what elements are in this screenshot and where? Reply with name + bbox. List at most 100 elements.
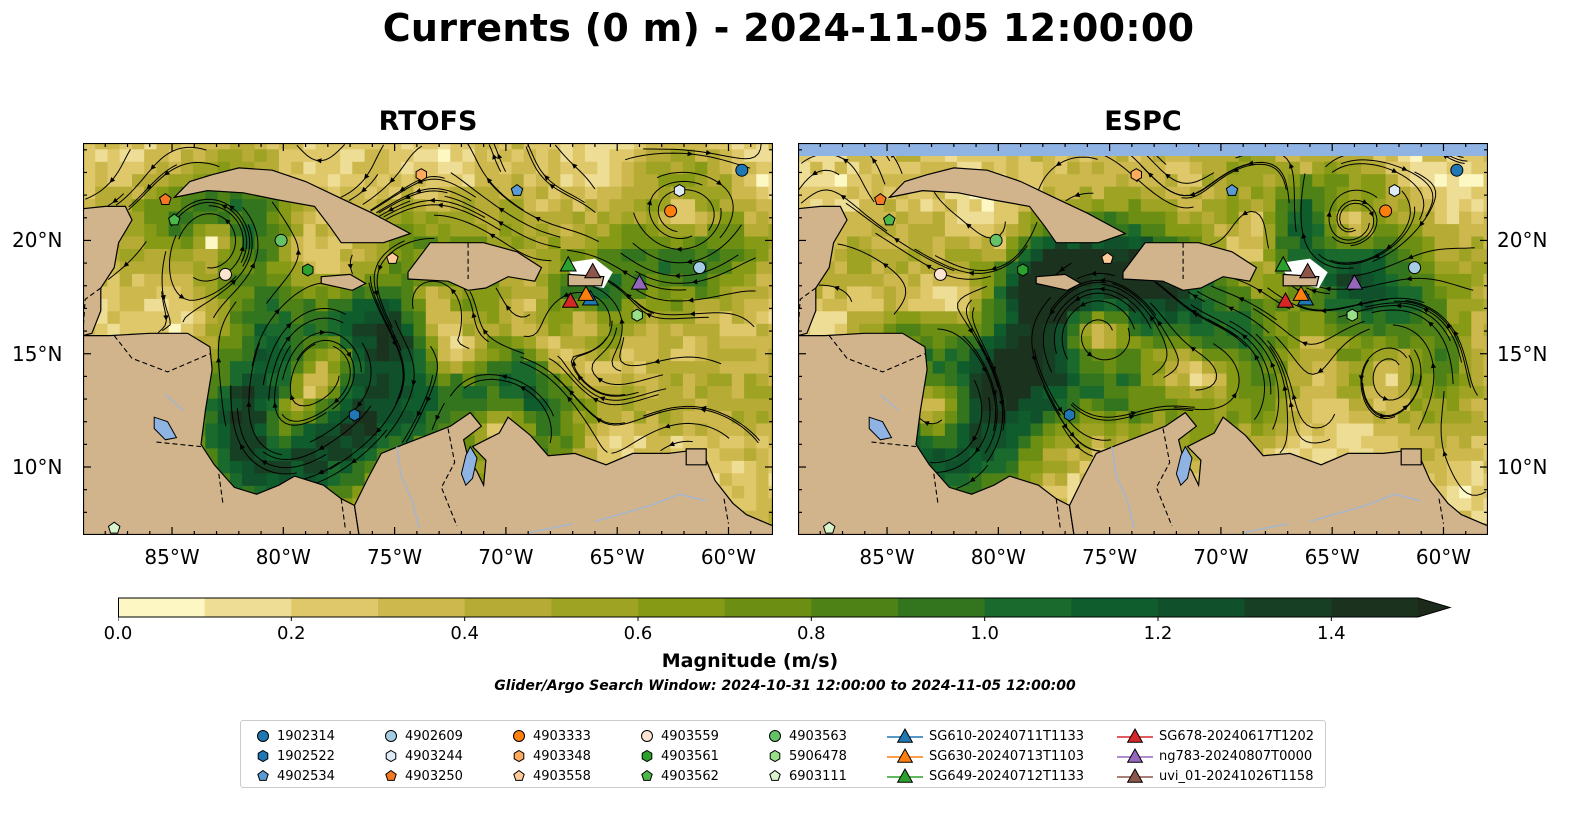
marker-1902314[interactable] bbox=[1450, 163, 1464, 177]
marker-4903559[interactable] bbox=[933, 267, 947, 281]
marker-4903563[interactable] bbox=[274, 233, 288, 247]
marker-4903333[interactable] bbox=[664, 204, 678, 218]
lat-label-left: 20°N bbox=[12, 228, 63, 253]
river bbox=[528, 523, 573, 534]
marker-4903558[interactable] bbox=[1101, 251, 1114, 264]
marker-4903563[interactable] bbox=[989, 233, 1003, 247]
legend-label: 4903559 bbox=[661, 728, 719, 744]
legend-marker-icon[interactable] bbox=[769, 730, 781, 742]
legend-marker-icon[interactable] bbox=[385, 730, 397, 742]
marker-4902609[interactable] bbox=[693, 261, 707, 275]
legend-pentagon-icon bbox=[257, 769, 269, 781]
legend-marker-icon[interactable] bbox=[896, 747, 914, 763]
marker-ng783-20240807T0000[interactable] bbox=[630, 273, 649, 290]
marker-1902522[interactable] bbox=[1063, 408, 1076, 422]
legend-entry: 1902314 bbox=[255, 726, 335, 746]
marker-4903559[interactable] bbox=[218, 267, 232, 281]
legend-entry: SG678-20240617T1202 bbox=[1117, 726, 1314, 746]
legend-entry: ng783-20240807T0000 bbox=[1117, 746, 1314, 766]
legend-marker-icon[interactable] bbox=[385, 749, 397, 763]
legend-entry: 4903559 bbox=[639, 726, 719, 746]
figure-title: Currents (0 m) - 2024-11-05 12:00:00 bbox=[382, 6, 1195, 50]
colorbar-segment bbox=[984, 598, 1072, 617]
legend-label: 4903333 bbox=[533, 728, 591, 744]
marker-4903348[interactable] bbox=[415, 168, 427, 182]
river bbox=[1243, 523, 1288, 534]
marker-4903250[interactable] bbox=[874, 192, 887, 205]
marker-1902522[interactable] bbox=[348, 408, 361, 422]
legend-marker-icon[interactable] bbox=[641, 769, 653, 781]
legend-entry: 4902609 bbox=[383, 726, 463, 746]
legend: 1902314 1902522 4902534 4902609 4903244 49032… bbox=[240, 720, 1326, 788]
marker-4903561[interactable] bbox=[1017, 263, 1029, 277]
legend-label: 4903561 bbox=[661, 748, 719, 764]
map-panel-rtofs[interactable] bbox=[83, 143, 773, 535]
colorbar-segment bbox=[1244, 598, 1332, 617]
legend-marker-icon[interactable] bbox=[641, 730, 653, 742]
legend-marker-icon[interactable] bbox=[896, 727, 914, 743]
legend-marker-icon[interactable] bbox=[385, 769, 397, 781]
legend-label: 4902609 bbox=[405, 728, 463, 744]
marker-uvi_01-20241026T1158[interactable] bbox=[583, 262, 602, 279]
observations bbox=[822, 163, 1464, 534]
marker-uvi_01-20241026T1158[interactable] bbox=[1298, 262, 1317, 279]
marker-4903250[interactable] bbox=[159, 192, 172, 205]
marker-SG678-20240617T1202[interactable] bbox=[561, 291, 580, 308]
colorbar-segment bbox=[204, 598, 292, 617]
lon-label: 85°W bbox=[144, 545, 200, 569]
marker-6903111[interactable] bbox=[822, 521, 836, 534]
marker-SG649-20240712T1133[interactable] bbox=[559, 255, 577, 272]
legend-entry: 5906478 bbox=[767, 746, 847, 766]
legend-marker-icon[interactable] bbox=[513, 749, 525, 763]
river bbox=[1111, 446, 1135, 529]
marker-4903561[interactable] bbox=[302, 263, 314, 277]
marker-4902534[interactable] bbox=[510, 183, 524, 196]
legend-marker-icon[interactable] bbox=[513, 769, 525, 781]
map-panel-espc[interactable] bbox=[798, 143, 1488, 535]
colorbar-segment bbox=[1158, 598, 1246, 617]
tick-marks bbox=[83, 143, 773, 535]
marker-4903348[interactable] bbox=[1130, 168, 1142, 182]
legend-marker-icon[interactable] bbox=[896, 767, 914, 783]
lake-maracaibo bbox=[1175, 445, 1193, 487]
legend-hexagon-icon bbox=[513, 749, 525, 763]
marker-4902609[interactable] bbox=[1408, 261, 1422, 275]
legend-marker-icon[interactable] bbox=[257, 730, 269, 742]
legend-marker-icon[interactable] bbox=[1126, 727, 1144, 743]
marker-6903111[interactable] bbox=[107, 521, 121, 534]
legend-circle-icon bbox=[257, 730, 269, 742]
marker-ng783-20240807T0000[interactable] bbox=[1345, 273, 1364, 290]
streamlines bbox=[798, 143, 1487, 496]
marker-SG630-20240713T1103[interactable] bbox=[1292, 285, 1310, 301]
legend-marker-icon[interactable] bbox=[1126, 767, 1144, 783]
legend-marker-icon[interactable] bbox=[641, 749, 653, 763]
marker-4903562[interactable] bbox=[883, 213, 896, 226]
marker-4903558[interactable] bbox=[386, 251, 399, 264]
marker-SG649-20240712T1133[interactable] bbox=[1274, 255, 1292, 272]
border bbox=[1055, 498, 1062, 531]
legend-marker-icon[interactable] bbox=[769, 749, 781, 763]
marker-1902314[interactable] bbox=[735, 163, 749, 177]
colorbar bbox=[118, 597, 1452, 621]
marker-4903244[interactable] bbox=[673, 184, 686, 198]
panel-title-espc: ESPC bbox=[1104, 106, 1182, 137]
marker-SG630-20240713T1103[interactable] bbox=[577, 285, 595, 301]
border bbox=[1438, 498, 1445, 524]
marker-5906478[interactable] bbox=[1346, 308, 1358, 322]
legend-marker-icon[interactable] bbox=[257, 769, 269, 781]
colorbar-label: Magnitude (m/s) bbox=[661, 650, 839, 672]
legend-marker-icon[interactable] bbox=[257, 749, 269, 763]
marker-4903562[interactable] bbox=[168, 213, 181, 226]
legend-triangle-icon bbox=[1117, 747, 1153, 763]
marker-5906478[interactable] bbox=[631, 308, 643, 322]
legend-marker-icon[interactable] bbox=[769, 769, 781, 781]
marker-4902534[interactable] bbox=[1225, 183, 1239, 196]
legend-marker-icon[interactable] bbox=[513, 730, 525, 742]
marker-SG678-20240617T1202[interactable] bbox=[1276, 291, 1295, 308]
marker-4903244[interactable] bbox=[1388, 184, 1401, 198]
legend-entry: 4903562 bbox=[639, 766, 719, 786]
marker-4903333[interactable] bbox=[1379, 204, 1393, 218]
colorbar-segment bbox=[724, 598, 812, 617]
legend-marker-icon[interactable] bbox=[1126, 747, 1144, 763]
legend-triangle-icon bbox=[887, 747, 923, 763]
